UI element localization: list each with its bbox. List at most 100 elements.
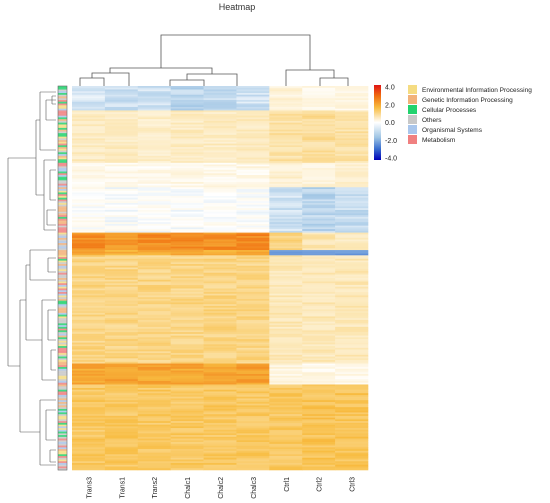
heatmap-cell <box>72 443 106 446</box>
heatmap-cell <box>335 110 369 113</box>
heatmap-cell <box>72 353 106 356</box>
heatmap-cell <box>137 197 171 200</box>
heatmap-cell <box>170 110 204 113</box>
heatmap-cell <box>72 335 106 338</box>
heatmap-cell <box>269 436 303 439</box>
heatmap-cell <box>72 283 106 286</box>
heatmap-cell <box>104 389 139 392</box>
heatmap-cell <box>236 405 270 408</box>
heatmap-cell <box>236 237 270 240</box>
heatmap-cell <box>203 99 237 103</box>
heatmap-cell <box>170 408 204 411</box>
heatmap-cell <box>335 396 369 399</box>
heatmap-cell <box>236 340 270 343</box>
heatmap-cell <box>203 134 237 137</box>
heatmap-cell <box>170 183 204 186</box>
heatmap-cell <box>236 154 270 157</box>
heatmap-cell <box>335 136 369 139</box>
heatmap-cell <box>137 428 171 431</box>
heatmap-cell <box>137 429 171 432</box>
heatmap-cell <box>170 339 204 342</box>
heatmap-cell <box>203 169 237 172</box>
heatmap-cell <box>170 218 204 221</box>
heatmap-cell <box>269 326 303 329</box>
heatmap-cell <box>72 279 106 282</box>
heatmap-cell <box>335 314 369 317</box>
heatmap-cell <box>302 175 336 178</box>
heatmap-cell <box>269 262 303 265</box>
heatmap-cell <box>269 463 303 466</box>
heatmap-cell <box>72 175 106 178</box>
heatmap-cell <box>203 321 237 324</box>
heatmap-cell <box>236 438 270 441</box>
heatmap-cell <box>170 449 204 452</box>
heatmap-cell <box>137 267 171 270</box>
heatmap-cell <box>72 309 106 312</box>
annotation-cell <box>58 314 67 317</box>
heatmap-cell <box>137 442 171 445</box>
heatmap-cell <box>203 220 237 223</box>
heatmap-cell <box>335 323 369 326</box>
heatmap-cell <box>170 138 204 141</box>
heatmap-cell <box>104 222 139 225</box>
heatmap-cell <box>335 375 369 378</box>
heatmap-cell <box>137 162 171 165</box>
heatmap-cell <box>104 183 139 186</box>
heatmap-cell <box>72 129 106 132</box>
heatmap-cell <box>236 145 270 148</box>
heatmap-cell <box>269 192 303 195</box>
heatmap-cell <box>203 333 237 336</box>
heatmap-cell <box>335 276 369 279</box>
heatmap-cell <box>104 185 139 188</box>
heatmap-cell <box>104 454 139 457</box>
heatmap-cell <box>137 150 171 153</box>
heatmap-cell <box>236 110 270 113</box>
heatmap-cell <box>203 237 237 240</box>
heatmap-cell <box>104 279 139 282</box>
heatmap-cell <box>72 182 106 185</box>
heatmap-cell <box>137 92 171 96</box>
heatmap-cell <box>236 271 270 274</box>
heatmap-cell <box>236 265 270 268</box>
heatmap-cell <box>203 278 237 281</box>
heatmap-cell <box>137 202 171 205</box>
annotation-cell <box>58 232 67 235</box>
annotation-cell <box>58 86 67 89</box>
heatmap-cell <box>170 222 204 225</box>
heatmap-cell <box>203 290 237 293</box>
heatmap-cell <box>203 194 237 197</box>
heatmap-cell <box>72 332 106 335</box>
heatmap-cell <box>203 370 237 373</box>
heatmap-cell <box>137 307 171 310</box>
heatmap-cell <box>137 330 171 333</box>
heatmap-cell <box>137 218 171 221</box>
heatmap-cell <box>203 115 237 118</box>
heatmap-cell <box>335 154 369 157</box>
heatmap-cell <box>236 218 270 221</box>
heatmap-cell <box>137 106 171 109</box>
heatmap-cell <box>170 363 204 366</box>
heatmap-cell <box>203 243 237 246</box>
heatmap-cell <box>137 298 171 301</box>
heatmap-cell <box>137 339 171 342</box>
heatmap-cell <box>72 260 106 263</box>
annotation-cell <box>58 87 67 90</box>
heatmap-cell <box>72 99 106 103</box>
heatmap-cell <box>72 92 106 96</box>
heatmap-cell <box>269 288 303 291</box>
legend-swatch <box>408 85 417 94</box>
heatmap-cell <box>302 150 336 153</box>
heatmap-cell <box>203 126 237 129</box>
heatmap-cell <box>269 271 303 274</box>
heatmap-cell <box>170 424 204 427</box>
heatmap-cell <box>269 328 303 331</box>
annotation-cell <box>58 133 67 136</box>
heatmap-cell <box>72 127 106 130</box>
colorbar-tick-label: 0.0 <box>385 120 395 127</box>
heatmap-cell <box>72 435 106 438</box>
heatmap-cell <box>170 419 204 422</box>
heatmap-cell <box>269 379 303 382</box>
heatmap-cell <box>137 99 171 103</box>
heatmap-cell <box>302 340 336 343</box>
heatmap-cell <box>203 283 237 286</box>
